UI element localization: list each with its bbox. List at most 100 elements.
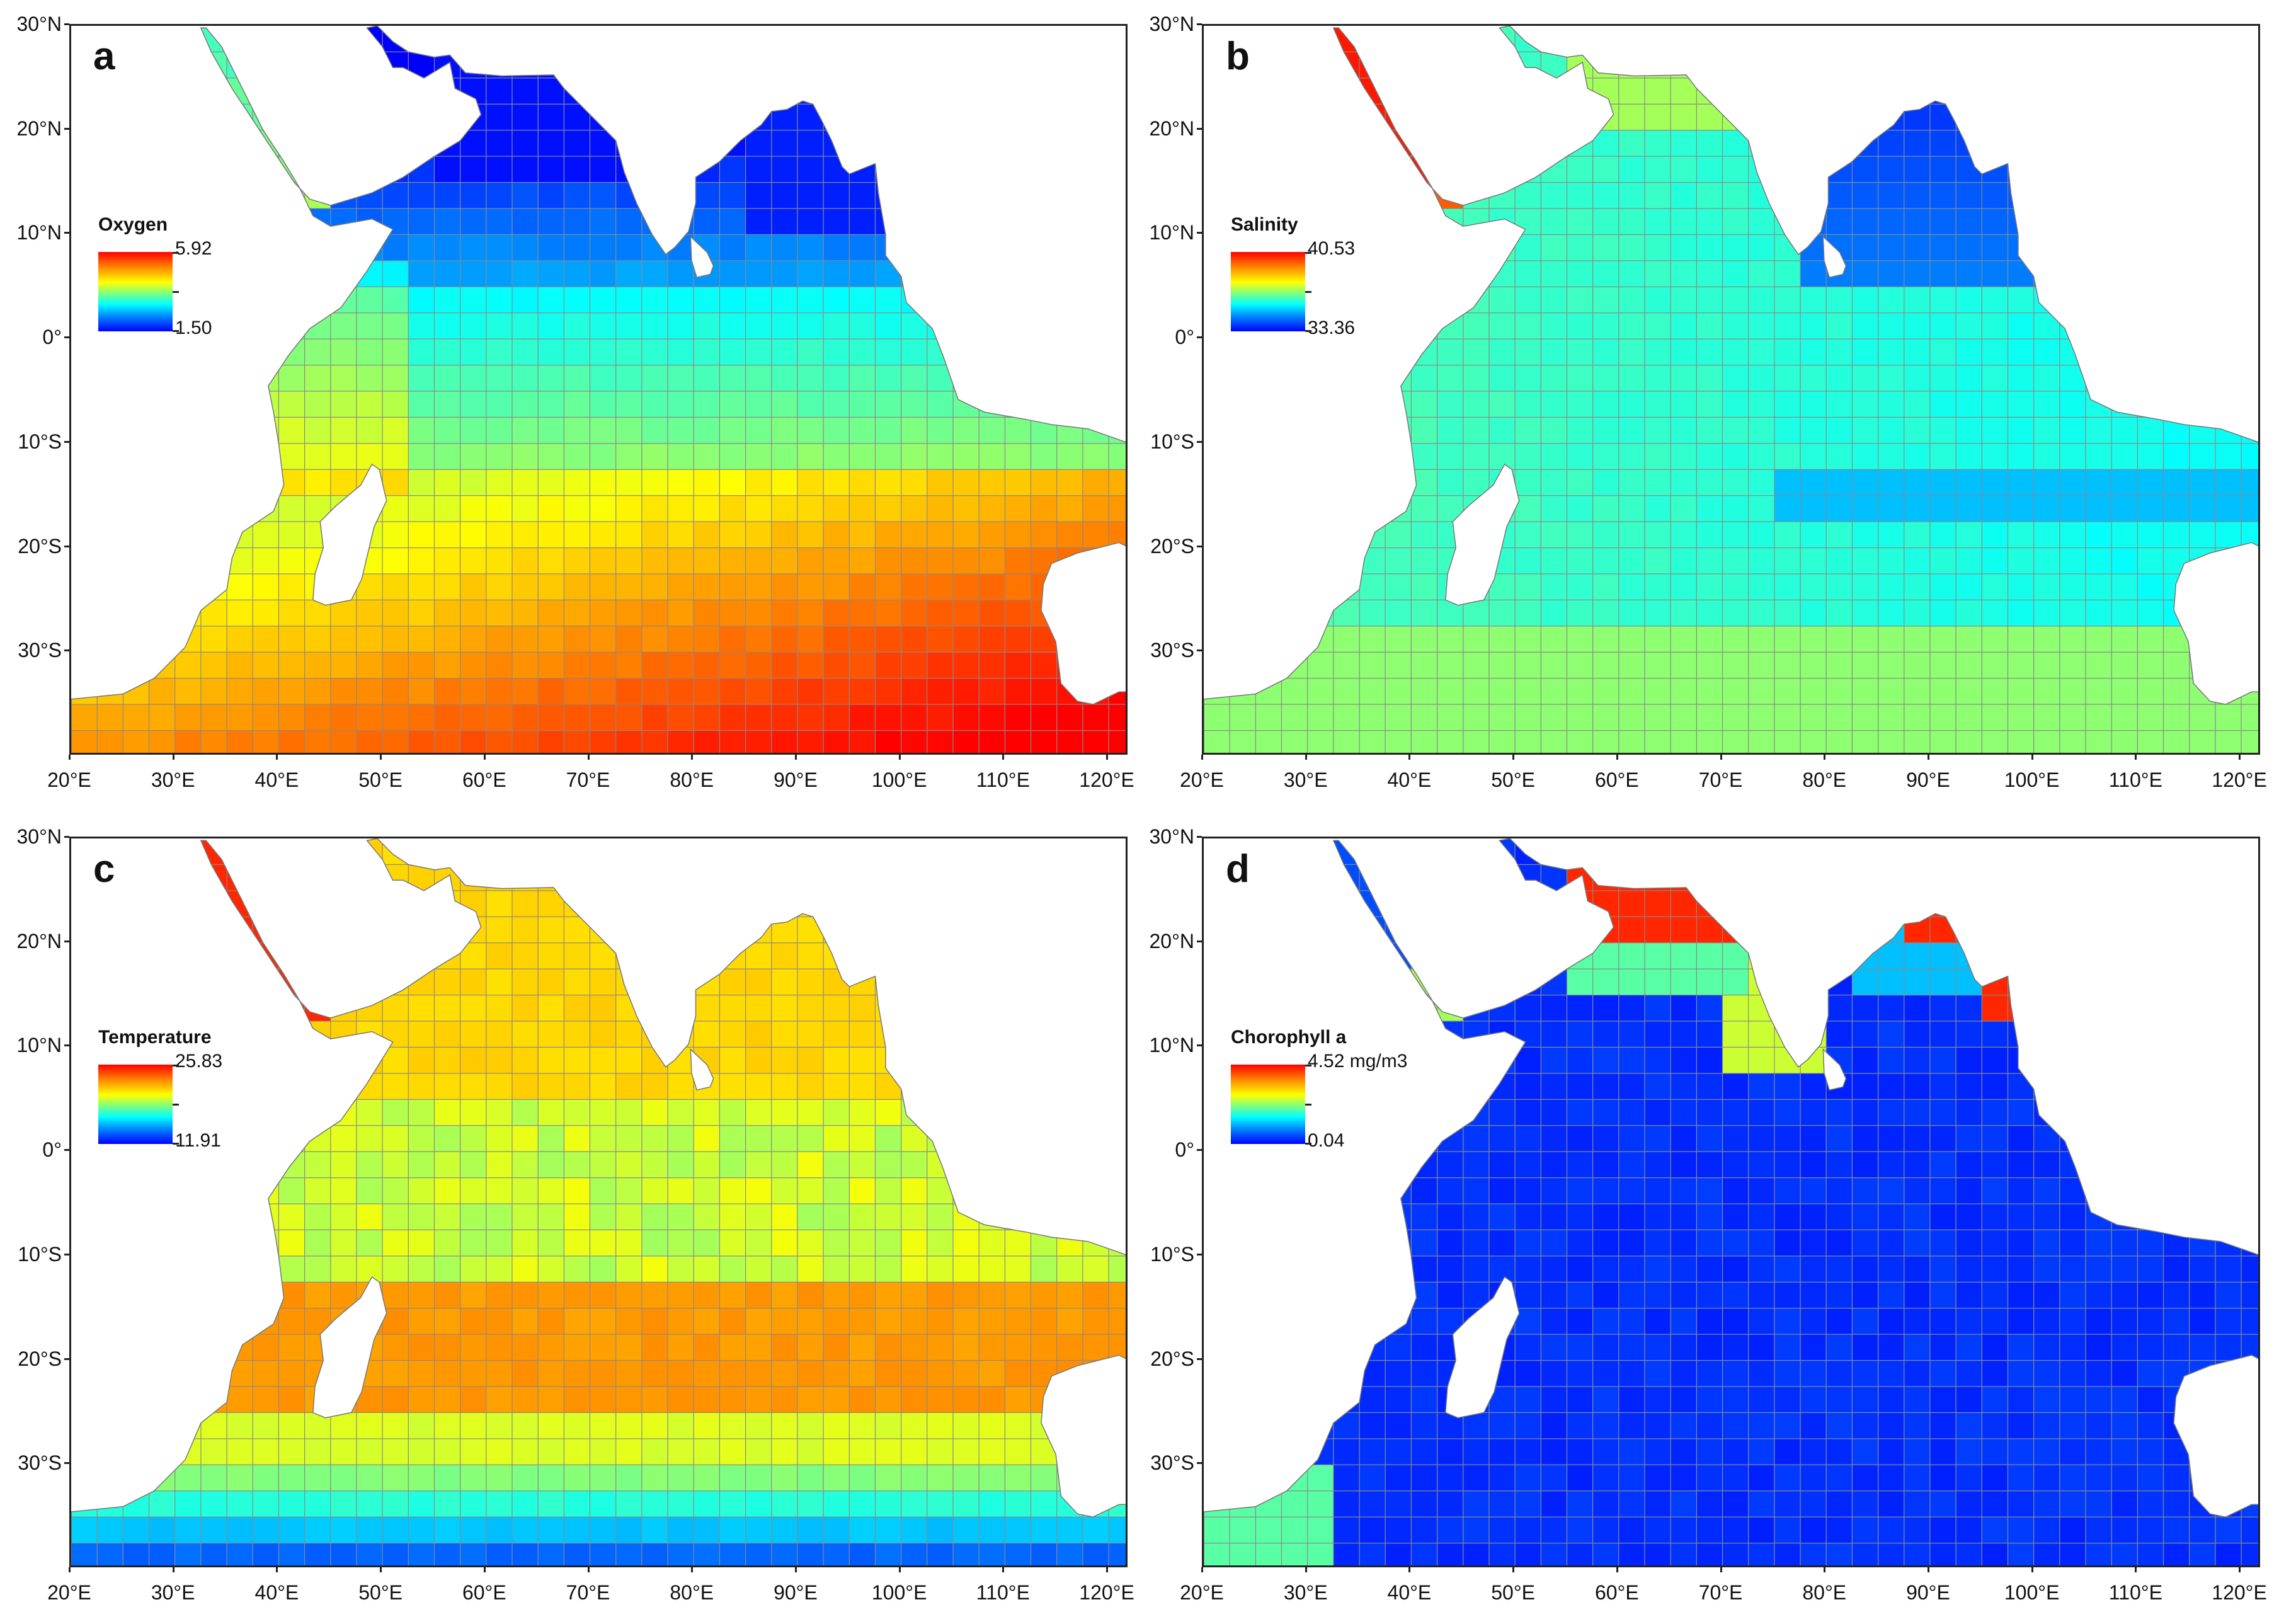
y-tick-mark <box>64 545 69 547</box>
grid-cell <box>356 364 384 392</box>
grid-cell <box>408 495 435 523</box>
grid-cell <box>408 547 435 575</box>
grid-cell <box>537 182 565 210</box>
grid-cell <box>71 968 98 996</box>
grid-cell <box>2241 1073 2258 1101</box>
grid-cell <box>1929 729 1957 753</box>
grid-cell <box>1204 1490 1231 1518</box>
grid-cell <box>1204 1281 1231 1309</box>
grid-cell <box>874 1281 902 1309</box>
grid-cell <box>71 942 98 970</box>
grid-cell <box>1800 626 1827 653</box>
grid-cell <box>96 1177 124 1205</box>
grid-cell <box>1722 1125 1749 1153</box>
grid-cell <box>1981 51 2009 79</box>
grid-cell <box>408 573 435 601</box>
grid-cell <box>848 234 876 261</box>
grid-cell <box>693 1308 721 1335</box>
grid-cell <box>1514 1255 1542 1283</box>
grid-cell <box>1514 156 1542 183</box>
grid-cell <box>1281 729 1308 753</box>
grid-cell <box>1566 51 1594 79</box>
grid-cell <box>745 1046 772 1074</box>
grid-cell <box>226 182 254 210</box>
grid-cell <box>1774 1516 1802 1544</box>
grid-cell <box>952 838 980 866</box>
grid-cell <box>1004 130 1032 157</box>
grid-cell <box>1955 678 1983 706</box>
grid-cell <box>1385 1542 1412 1565</box>
grid-cell <box>745 573 772 601</box>
grid-cell <box>1566 26 1594 53</box>
grid-cell <box>96 391 124 418</box>
grid-cell <box>563 1073 591 1101</box>
grid-cell <box>1056 1125 1084 1153</box>
grid-cell <box>486 103 513 131</box>
grid-cell <box>771 626 799 653</box>
grid-cell <box>771 1516 799 1544</box>
grid-cell <box>563 77 591 105</box>
grid-cell <box>927 1099 954 1126</box>
grid-cell <box>1229 1229 1257 1257</box>
grid-cell <box>978 1386 1006 1414</box>
grid-cell <box>2111 260 2139 288</box>
grid-cell <box>2007 391 2035 418</box>
grid-cell <box>693 838 721 866</box>
grid-cell <box>1204 704 1231 731</box>
grid-cell <box>226 1516 254 1544</box>
y-tick-mark <box>1197 940 1202 942</box>
grid-cell <box>2059 312 2087 340</box>
grid-cell <box>1877 1542 1905 1565</box>
grid-cell <box>667 1438 695 1466</box>
grid-cell <box>2111 1046 2139 1074</box>
grid-cell <box>848 1177 876 1205</box>
grid-cell <box>1410 338 1438 366</box>
grid-cell <box>1540 729 1568 753</box>
grid-cell <box>304 1177 332 1205</box>
grid-cell <box>1004 547 1032 575</box>
grid-cell <box>1307 1255 1335 1283</box>
grid-cell <box>1204 547 1231 575</box>
legend-color-bar <box>98 1065 173 1144</box>
grid-cell <box>1592 626 1619 653</box>
grid-cell <box>848 1412 876 1440</box>
grid-cell <box>1030 704 1058 731</box>
grid-cell <box>771 1308 799 1335</box>
grid-cell <box>382 1203 409 1231</box>
grid-cell <box>1904 995 1931 1022</box>
grid-cell <box>1825 1359 1853 1388</box>
grid-cell <box>2007 573 2035 601</box>
grid-cell <box>1592 234 1619 261</box>
grid-cell <box>511 547 539 575</box>
grid-cell <box>1800 942 1827 970</box>
grid-cell <box>745 547 772 575</box>
grid-cell <box>1722 1021 1749 1048</box>
grid-cell <box>2111 838 2139 866</box>
grid-cell <box>719 547 746 575</box>
grid-cell <box>382 103 409 131</box>
grid-cell <box>96 364 124 392</box>
grid-cell <box>589 103 617 131</box>
grid-cell <box>978 26 1006 53</box>
grid-cell <box>615 1021 643 1048</box>
grid-cell <box>2137 495 2164 523</box>
grid-cell <box>1981 1229 2009 1257</box>
grid-cell <box>1955 1359 1983 1388</box>
grid-cell <box>978 130 1006 157</box>
grid-cell <box>2059 547 2087 575</box>
grid-cell <box>745 1229 772 1257</box>
grid-cell <box>1696 1255 1723 1283</box>
grid-cell <box>1774 416 1802 445</box>
grid-cell <box>1774 156 1802 183</box>
grid-cell <box>1929 1125 1957 1153</box>
grid-cell <box>1255 1255 1282 1283</box>
y-tick-label: 20°S <box>18 1347 62 1370</box>
grid-cell <box>874 130 902 157</box>
grid-cell <box>667 838 695 866</box>
grid-cell <box>1359 26 1386 53</box>
grid-cell <box>148 1177 176 1205</box>
grid-cell <box>537 1281 565 1309</box>
grid-cell <box>330 26 358 53</box>
grid-cell <box>486 1464 513 1492</box>
grid-cell <box>1255 704 1282 731</box>
